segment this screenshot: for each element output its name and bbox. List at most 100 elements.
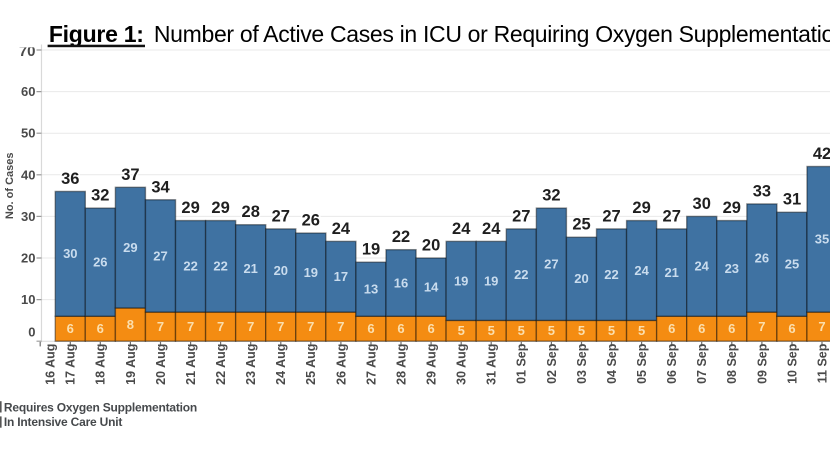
svg-text:32: 32 — [91, 187, 109, 205]
svg-text:30: 30 — [63, 246, 77, 261]
svg-text:09 Sep: 09 Sep — [755, 343, 769, 384]
svg-text:6: 6 — [367, 321, 374, 336]
svg-text:7: 7 — [277, 319, 284, 334]
svg-text:25: 25 — [785, 257, 799, 272]
svg-text:24: 24 — [482, 220, 501, 238]
svg-text:35: 35 — [815, 232, 829, 247]
svg-text:No. of Cases: No. of Cases — [4, 152, 16, 219]
svg-text:16: 16 — [394, 275, 408, 290]
svg-text:8: 8 — [127, 317, 134, 332]
svg-text:5: 5 — [488, 323, 495, 338]
svg-text:29: 29 — [723, 199, 741, 217]
svg-text:6: 6 — [698, 321, 705, 336]
svg-text:17 Aug: 17 Aug — [64, 344, 78, 385]
svg-text:25 Aug: 25 Aug — [304, 344, 318, 385]
svg-text:30: 30 — [693, 195, 711, 213]
svg-text:29: 29 — [632, 199, 650, 217]
svg-text:29 Aug: 29 Aug — [425, 344, 439, 385]
svg-text:23 Aug: 23 Aug — [244, 344, 258, 385]
svg-text:04 Sep: 04 Sep — [605, 343, 619, 384]
svg-text:05 Sep: 05 Sep — [635, 343, 649, 384]
svg-text:26: 26 — [302, 212, 320, 230]
svg-text:19: 19 — [484, 273, 498, 288]
svg-text:Requires Oxygen Supplementatio: Requires Oxygen Supplementation — [4, 400, 197, 414]
svg-text:27: 27 — [602, 207, 620, 225]
svg-text:21: 21 — [664, 265, 678, 280]
svg-text:30: 30 — [21, 209, 35, 224]
svg-text:5: 5 — [608, 323, 615, 338]
svg-text:28 Aug: 28 Aug — [394, 344, 408, 385]
svg-text:30 Aug: 30 Aug — [455, 344, 469, 385]
svg-text:6: 6 — [97, 321, 104, 336]
svg-text:27: 27 — [544, 257, 558, 272]
svg-text:27: 27 — [272, 207, 290, 225]
svg-text:7: 7 — [217, 319, 224, 334]
svg-text:19 Aug: 19 Aug — [124, 344, 138, 385]
svg-text:06 Sep: 06 Sep — [665, 343, 679, 384]
svg-text:27: 27 — [512, 207, 530, 225]
svg-text:21: 21 — [243, 261, 257, 276]
svg-text:5: 5 — [548, 323, 555, 338]
svg-text:20: 20 — [274, 263, 288, 278]
svg-text:5: 5 — [458, 323, 465, 338]
svg-text:22: 22 — [392, 228, 410, 246]
svg-text:6: 6 — [67, 321, 74, 336]
svg-text:26 Aug: 26 Aug — [334, 344, 348, 385]
svg-text:20: 20 — [21, 251, 35, 266]
svg-text:50: 50 — [21, 126, 35, 141]
svg-text:7: 7 — [307, 319, 314, 334]
svg-text:27: 27 — [663, 207, 681, 225]
svg-text:In Intensive Care Unit: In Intensive Care Unit — [4, 415, 122, 429]
svg-text:11 Sep: 11 Sep — [815, 343, 829, 383]
svg-text:70: 70 — [19, 43, 36, 60]
svg-text:34: 34 — [151, 178, 170, 196]
svg-text:26: 26 — [93, 255, 107, 270]
svg-text:23: 23 — [725, 261, 739, 276]
svg-text:27: 27 — [153, 248, 167, 263]
svg-text:6: 6 — [397, 321, 404, 336]
svg-text:10: 10 — [21, 292, 35, 307]
svg-text:24: 24 — [332, 220, 351, 238]
svg-text:22: 22 — [183, 259, 197, 274]
svg-text:10 Sep: 10 Sep — [785, 343, 799, 384]
svg-text:22: 22 — [604, 267, 618, 282]
svg-text:20: 20 — [574, 271, 588, 286]
svg-text:16 Aug: 16 Aug — [44, 344, 58, 385]
svg-text:03 Sep: 03 Sep — [575, 343, 589, 384]
svg-text:18 Aug: 18 Aug — [94, 344, 108, 385]
svg-text:31 Aug: 31 Aug — [485, 344, 499, 385]
svg-text:7: 7 — [247, 319, 254, 334]
svg-text:6: 6 — [728, 321, 735, 336]
svg-text:32: 32 — [542, 187, 560, 205]
svg-text:19: 19 — [454, 273, 468, 288]
svg-text:7: 7 — [187, 319, 194, 334]
svg-text:26: 26 — [755, 250, 769, 265]
svg-text:28: 28 — [242, 203, 260, 221]
svg-text:7: 7 — [818, 319, 825, 334]
svg-text:14: 14 — [424, 280, 439, 295]
svg-text:01 Sep: 01 Sep — [515, 343, 529, 384]
svg-text:36: 36 — [61, 170, 79, 188]
svg-text:19: 19 — [362, 241, 380, 259]
svg-text:08 Sep: 08 Sep — [725, 343, 739, 384]
svg-text:24: 24 — [694, 259, 709, 274]
svg-text:24 Aug: 24 Aug — [274, 344, 288, 385]
svg-text:20 Aug: 20 Aug — [154, 344, 168, 385]
svg-text:0: 0 — [28, 324, 35, 339]
svg-text:13: 13 — [364, 282, 378, 297]
svg-text:22 Aug: 22 Aug — [214, 344, 228, 385]
svg-text:6: 6 — [788, 321, 795, 336]
svg-text:6: 6 — [427, 321, 434, 336]
svg-text:29: 29 — [181, 199, 199, 217]
svg-text:22: 22 — [514, 267, 528, 282]
svg-text:20: 20 — [422, 237, 440, 255]
svg-text:60: 60 — [21, 84, 35, 99]
svg-text:7: 7 — [758, 319, 765, 334]
svg-text:24: 24 — [452, 220, 471, 238]
svg-text:5: 5 — [518, 323, 525, 338]
svg-text:6: 6 — [668, 321, 675, 336]
svg-text:7: 7 — [337, 319, 344, 334]
svg-text:25: 25 — [572, 216, 590, 234]
svg-text:5: 5 — [638, 323, 645, 338]
svg-text:37: 37 — [121, 166, 139, 184]
